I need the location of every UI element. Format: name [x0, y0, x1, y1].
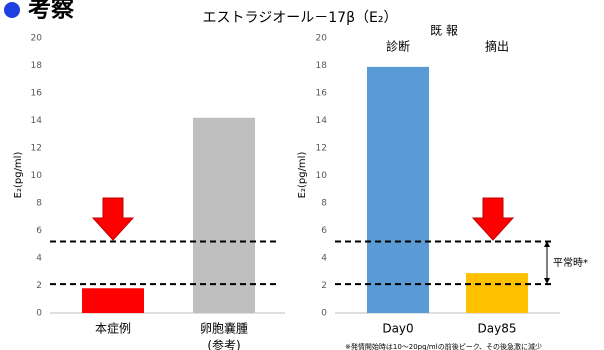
y-tick-label: 20 [31, 34, 43, 44]
y-tick-label: 14 [316, 116, 328, 126]
arrow [91, 197, 135, 241]
y-tick-label: 4 [321, 254, 327, 264]
y-tick-label: 12 [316, 144, 327, 154]
x-tick-label: Day85 [478, 322, 517, 336]
x-tick-label: Day0 [382, 322, 413, 336]
y-tick-label: 10 [316, 171, 328, 181]
x-tick-sublabel: (参考) [207, 338, 240, 350]
y-tick-label: 18 [31, 61, 43, 71]
arrow [471, 197, 515, 241]
y-tick-label: 12 [31, 144, 42, 154]
y-axis-label: E₂(pg/ml) [13, 152, 24, 199]
y-tick-label: 8 [36, 199, 42, 209]
bar [82, 288, 144, 313]
y-tick-label: 16 [31, 89, 43, 99]
y-tick-label: 16 [316, 89, 328, 99]
y-tick-label: 10 [31, 171, 43, 181]
chart-title: エストラジオール－17β（E₂） [203, 10, 398, 26]
x-tick-label: 卵胞嚢腫 [200, 321, 248, 336]
y-tick-label: 0 [321, 309, 327, 319]
y-tick-label: 6 [36, 226, 42, 236]
y-tick-label: 6 [321, 226, 327, 236]
bar [466, 273, 528, 313]
bar-annotation: 摘出 [485, 39, 509, 54]
bar-annotation: 診断 [386, 39, 410, 54]
y-tick-label: 2 [321, 281, 327, 291]
footnote: ※発情開始時は10～20pg/mlの前後ピーク、その後急激に減少 [345, 342, 542, 350]
group-annotation: 既 報 [430, 24, 458, 38]
range-bracket [544, 241, 550, 284]
bullet [4, 2, 20, 18]
bar [193, 117, 255, 313]
y-tick-label: 20 [316, 34, 328, 44]
y-tick-label: 2 [36, 281, 42, 291]
y-tick-label: 4 [36, 254, 42, 264]
slide-title: 考察 [28, 0, 75, 23]
x-tick-label: 本症例 [95, 321, 131, 336]
y-tick-label: 18 [316, 61, 328, 71]
bar [367, 66, 429, 313]
y-tick-label: 8 [321, 199, 327, 209]
range-annotation: 平常時* [553, 256, 588, 269]
y-tick-label: 14 [31, 116, 43, 126]
y-tick-label: 0 [36, 309, 42, 319]
y-axis-label: E₂(pg/ml) [297, 152, 308, 199]
